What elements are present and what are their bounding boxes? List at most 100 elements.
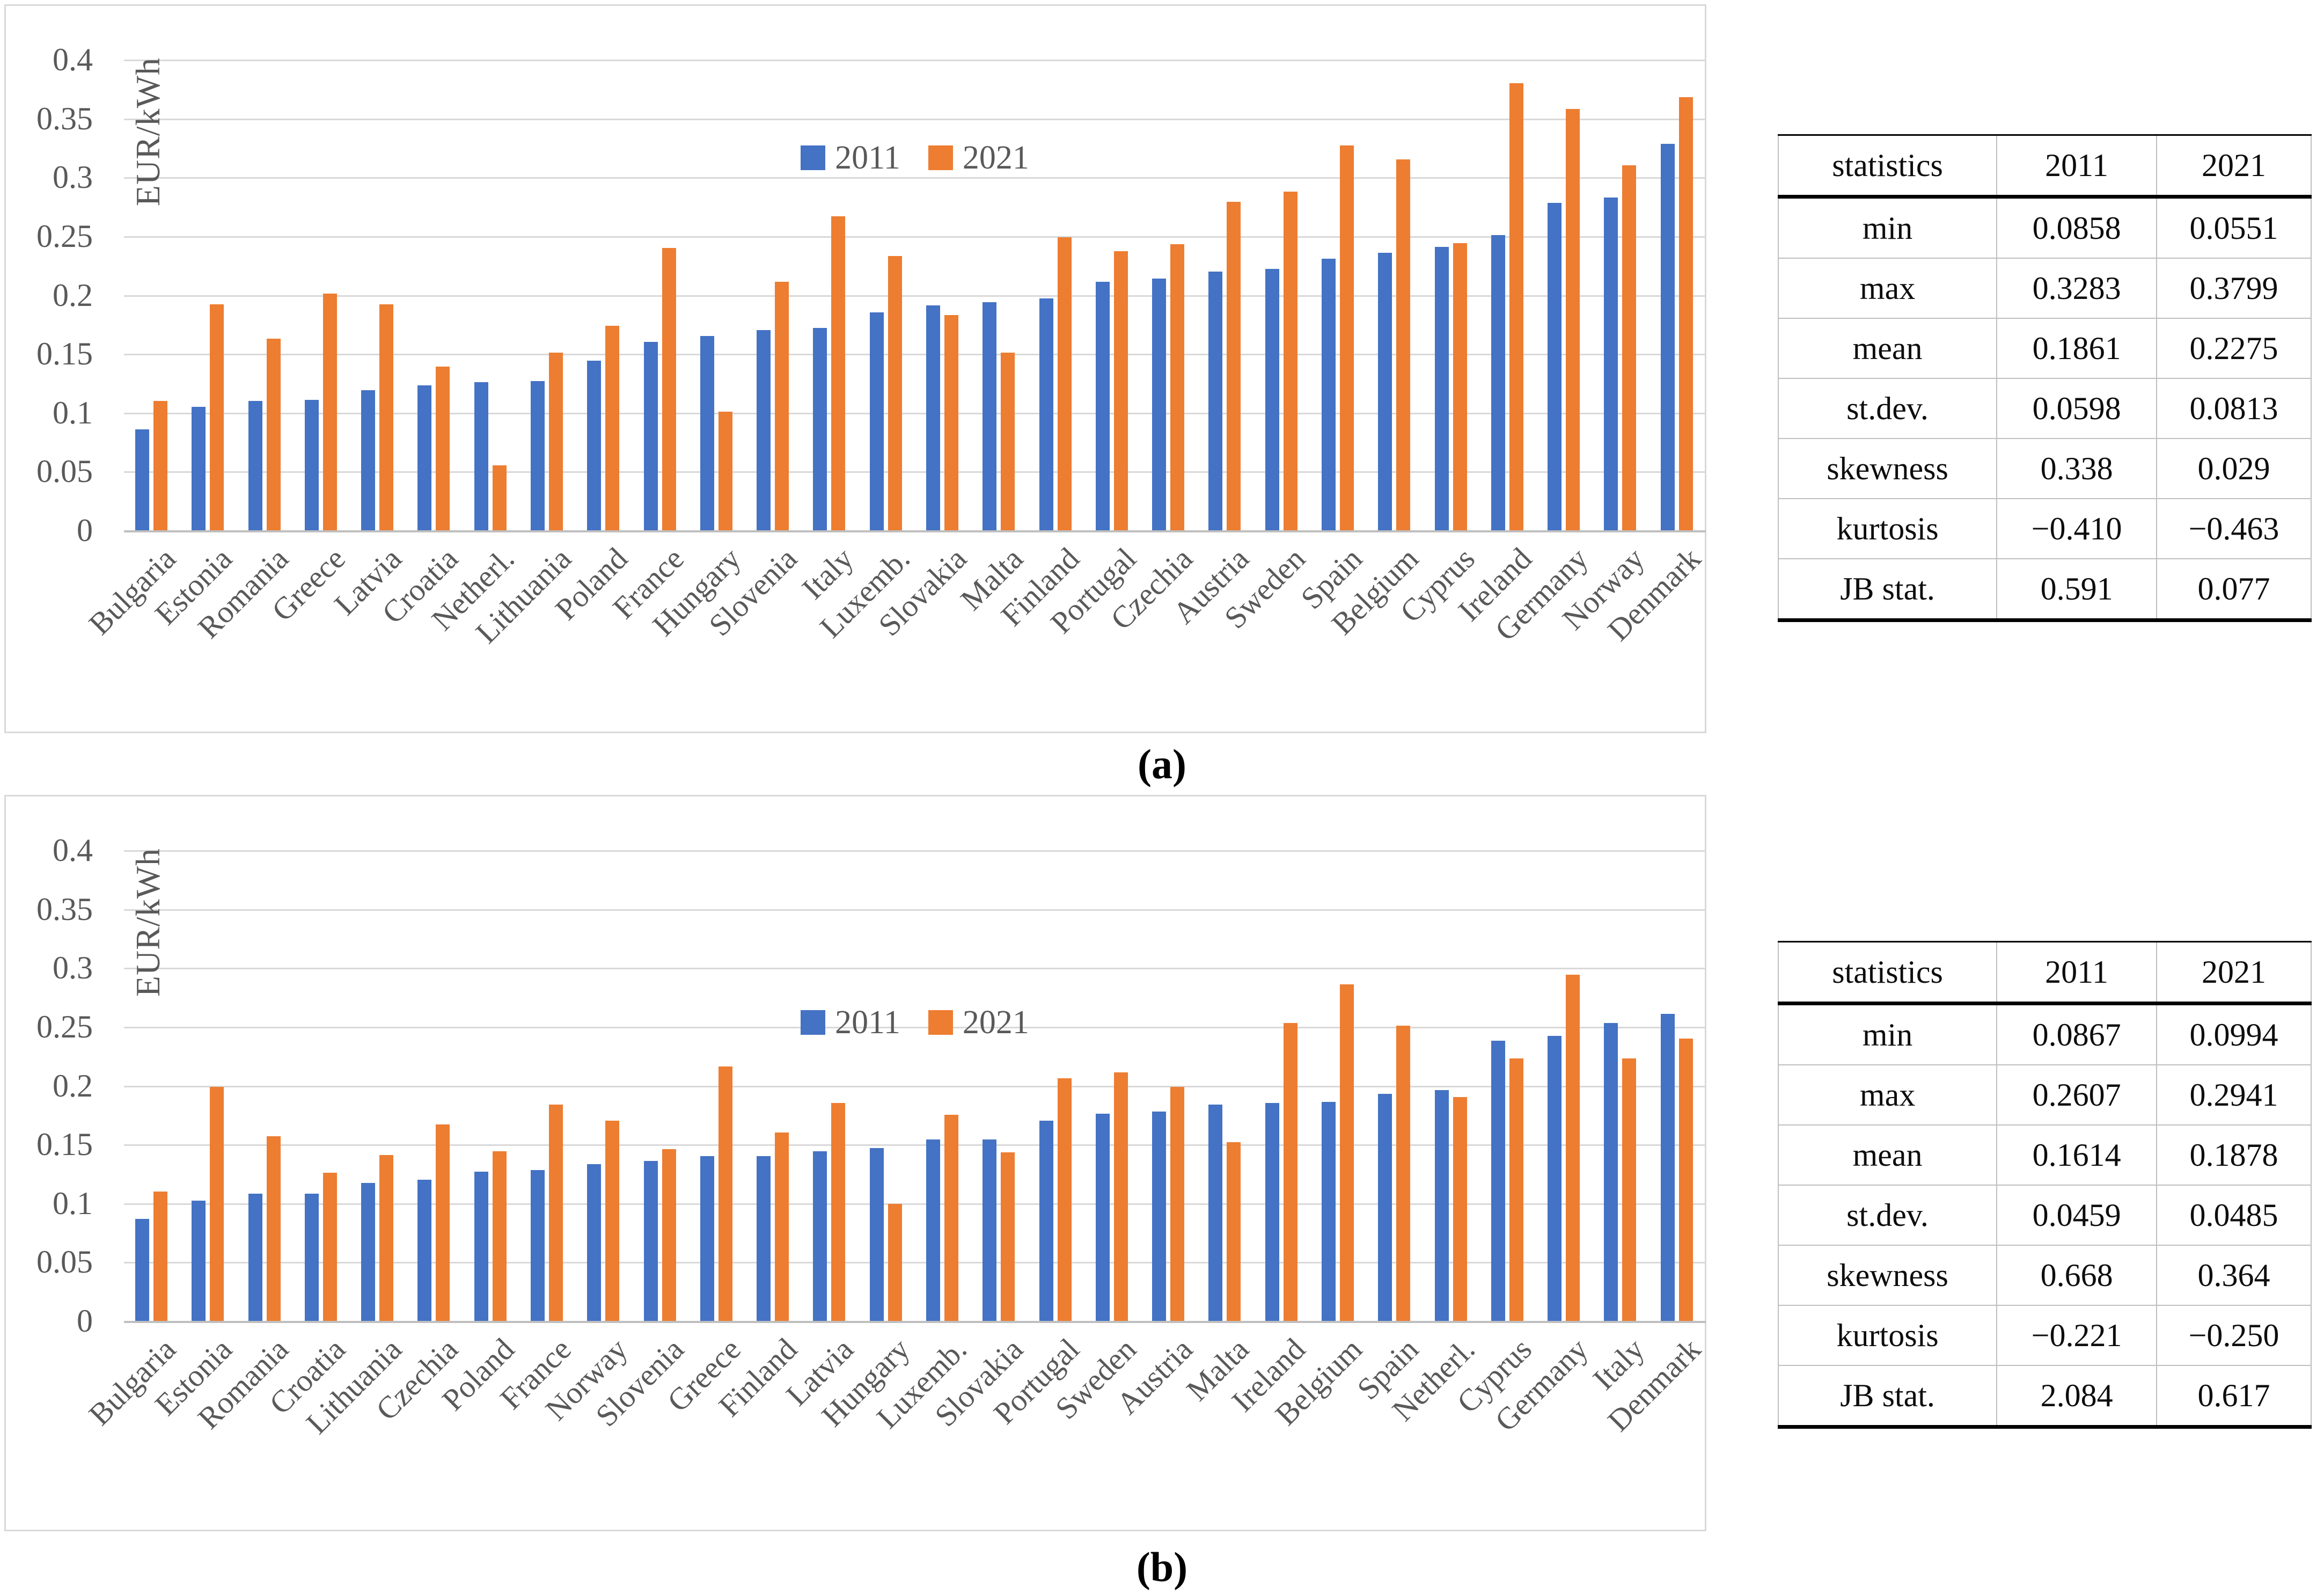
- stat-label-skewness: skewness: [1777, 1245, 1998, 1306]
- bar-b-Poland-2011: [474, 1171, 488, 1321]
- gridline-0.05: [124, 1262, 1706, 1264]
- stat-label-JB stat.: JB stat.: [1777, 558, 1998, 621]
- bar-b-Lithuania-2021: [379, 1154, 394, 1321]
- bar-b-France-2021: [549, 1104, 563, 1321]
- stat-value: 0.0551: [2156, 196, 2312, 259]
- bar-b-Austria-2011: [1152, 1111, 1167, 1321]
- bar-b-Italy-2021: [1622, 1058, 1637, 1321]
- y-tick-0.15: 0.15: [36, 1127, 93, 1163]
- gridline-0.35: [124, 118, 1706, 120]
- bar-a-Slovakia-2011: [926, 305, 940, 530]
- stat-label-mean: mean: [1777, 318, 1998, 379]
- bar-a-Slovenia-2021: [775, 282, 789, 530]
- caption-a: (a): [1138, 741, 1186, 787]
- bar-a-Italy-2021: [831, 216, 846, 530]
- bar-a-Austria-2021: [1227, 202, 1241, 530]
- bar-a-Sweden-2011: [1265, 269, 1279, 530]
- bar-a-Portugal-2011: [1095, 282, 1110, 530]
- bar-b-Greece-2021: [718, 1066, 732, 1321]
- bar-a-Ireland-2021: [1509, 83, 1523, 530]
- bar-b-Norway-2021: [605, 1121, 620, 1321]
- y-tick-0.2: 0.2: [53, 277, 93, 313]
- bar-b-Greece-2011: [700, 1156, 714, 1321]
- bar-b-Belgium-2021: [1340, 984, 1354, 1321]
- bar-a-Luxemb.-2021: [888, 256, 902, 530]
- bar-a-Austria-2011: [1208, 271, 1223, 530]
- table-row-min: min 0.0867 0.0994: [1777, 1003, 2312, 1065]
- bar-b-Cyprus-2021: [1509, 1058, 1523, 1321]
- bar-b-Lithuania-2011: [361, 1183, 376, 1321]
- legend-label-2021: 2021: [962, 140, 1029, 176]
- bar-b-Romania-2011: [248, 1194, 262, 1321]
- bar-b-Sweden-2011: [1095, 1114, 1110, 1321]
- legend-swatch-2021: [928, 1010, 953, 1035]
- bar-a-Czechia-2011: [1152, 278, 1167, 530]
- y-tick-0.3: 0.3: [53, 159, 93, 195]
- bar-a-France-2011: [643, 342, 658, 530]
- header-cell-statistics: statistics: [1777, 941, 1998, 1005]
- bar-b-Sweden-2021: [1113, 1072, 1128, 1321]
- stat-value: 0.617: [2156, 1365, 2312, 1428]
- bar-a-Netherl.-2011: [474, 382, 488, 530]
- bar-b-Estonia-2011: [192, 1201, 206, 1321]
- bar-b-Bulgaria-2021: [153, 1191, 167, 1321]
- bar-a-Croatia-2011: [417, 385, 432, 530]
- y-tick-0.1: 0.1: [53, 1185, 93, 1221]
- bar-a-Germany-2011: [1548, 203, 1562, 530]
- stat-label-skewness: skewness: [1777, 438, 1998, 499]
- bar-a-Slovenia-2011: [757, 330, 771, 530]
- bar-a-Lithuania-2011: [531, 381, 545, 530]
- bar-a-Slovakia-2021: [944, 315, 958, 530]
- legend-swatch-2021: [928, 145, 953, 170]
- stat-value: −0.221: [1996, 1305, 2158, 1366]
- stat-value: 0.1861: [1996, 318, 2158, 379]
- stat-label-max: max: [1777, 258, 1998, 319]
- table-body: min 0.0858 0.0551 max 0.3283 0.3799 mean 0.1861…: [1777, 196, 2312, 621]
- y-tick-0: 0: [77, 1303, 93, 1339]
- bar-a-Bulgaria-2011: [135, 429, 149, 530]
- stat-value: 0.077: [2156, 558, 2312, 621]
- bar-b-Slovenia-2011: [643, 1160, 658, 1321]
- bar-a-Czechia-2021: [1170, 244, 1185, 530]
- bar-a-Malta-2011: [983, 302, 997, 530]
- bar-a-Netherl.-2021: [492, 465, 507, 530]
- table-row-kurtosis: kurtosis −0.410 −0.463: [1777, 498, 2312, 559]
- stats-table-a: statistics 2011 2021 min 0.0858 0.0551 max 0.32…: [1777, 134, 2312, 622]
- bar-a-Romania-2021: [266, 338, 281, 530]
- y-tick-0.3: 0.3: [53, 950, 93, 986]
- gridline-0.25: [124, 236, 1706, 238]
- stat-value: 0.029: [2156, 438, 2312, 499]
- bar-b-France-2011: [531, 1170, 545, 1321]
- bar-a-Hungary-2011: [700, 336, 714, 530]
- table-header-row: statistics 2011 2021: [1777, 941, 2312, 1005]
- legend-label-2011: 2011: [835, 1004, 900, 1041]
- stat-value: 0.2941: [2156, 1064, 2312, 1126]
- table-row-JB stat.: JB stat. 0.591 0.077: [1777, 558, 2312, 621]
- y-tick-0.05: 0.05: [36, 1244, 93, 1280]
- y-tick-0.4: 0.4: [53, 42, 93, 77]
- bar-a-Cyprus-2011: [1434, 246, 1449, 530]
- bar-b-Slovakia-2011: [983, 1139, 997, 1321]
- stat-value: −0.463: [2156, 498, 2312, 559]
- bar-b-Czechia-2021: [436, 1124, 450, 1321]
- bar-b-Austria-2021: [1170, 1086, 1185, 1321]
- bar-b-Latvia-2021: [831, 1103, 846, 1321]
- bar-a-Norway-2011: [1604, 197, 1618, 530]
- table-row-kurtosis: kurtosis −0.221 −0.250: [1777, 1305, 2312, 1366]
- table-row-st.dev.: st.dev. 0.0598 0.0813: [1777, 378, 2312, 439]
- stat-label-JB stat.: JB stat.: [1777, 1365, 1998, 1428]
- stat-value: 0.0598: [1996, 378, 2158, 439]
- table-body: min 0.0867 0.0994 max 0.2607 0.2941 mean 0.1614…: [1777, 1003, 2312, 1428]
- table-header-row: statistics 2011 2021: [1777, 134, 2312, 199]
- bar-b-Czechia-2011: [417, 1179, 432, 1321]
- bar-a-Lithuania-2021: [549, 352, 563, 530]
- gridline-0.4: [124, 60, 1706, 61]
- bar-b-Estonia-2021: [210, 1086, 224, 1321]
- gridline-0.3: [124, 968, 1706, 970]
- stat-value: 0.0858: [1996, 196, 2158, 259]
- bar-b-Spain-2011: [1378, 1093, 1392, 1321]
- table-head: statistics 2011 2021: [1777, 134, 2312, 199]
- table-head: statistics 2011 2021: [1777, 941, 2312, 1005]
- gridline-0.1: [124, 412, 1706, 414]
- bar-a-Cyprus-2021: [1453, 243, 1467, 530]
